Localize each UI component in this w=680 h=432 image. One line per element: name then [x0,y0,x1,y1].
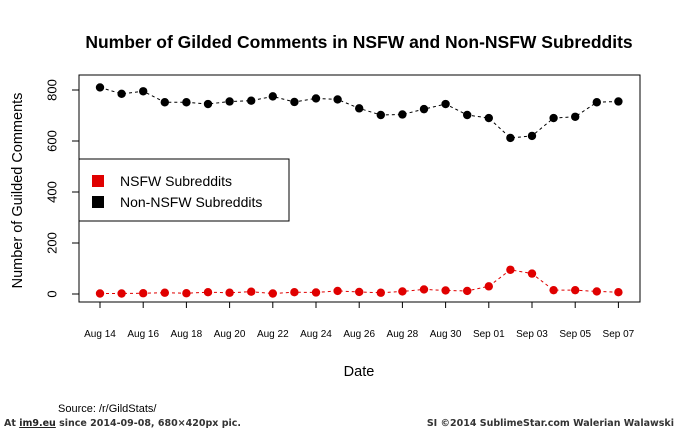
x-tick-label: Aug 22 [257,329,289,340]
data-point-nsfw [376,288,385,297]
legend-label: Non-NSFW Subreddits [120,194,262,210]
footer-suffix: since 2014-09-08, 680×420px pic. [55,418,241,429]
data-point-nsfw [247,287,256,296]
x-tick-label: Aug 14 [84,329,116,340]
data-point-non-nsfw [203,99,213,109]
data-point-non-nsfw [95,83,105,92]
data-point-non-nsfw [441,99,450,109]
data-point-nsfw [441,286,450,295]
data-point-nsfw [290,288,299,297]
data-point-non-nsfw [182,98,191,107]
y-tick-label: 800 [45,79,60,101]
data-point-nsfw [182,289,191,298]
data-point-nsfw [571,285,580,295]
footer-credit: At im9.eu since 2014-09-08, 680×420px pi… [4,418,241,429]
x-axis-label: Date [344,364,375,380]
data-point-non-nsfw [376,110,385,120]
data-point-non-nsfw [311,94,321,103]
data-point-nsfw [333,286,342,296]
data-point-nsfw [225,288,234,297]
data-point-nsfw [355,287,364,297]
data-point-nsfw [592,287,601,296]
data-point-nsfw [527,269,537,278]
x-tick-label: Aug 16 [127,329,159,340]
x-tick-label: Aug 26 [343,329,375,340]
footer-copyright: SI ©2014 SublimeStar.com Walerian Walaws… [426,418,674,429]
data-point-nsfw [463,286,472,296]
data-point-nsfw [506,265,515,274]
x-tick-label: Sep 01 [473,329,505,340]
data-point-non-nsfw [549,113,558,123]
data-point-non-nsfw [225,97,234,106]
y-tick-label: 0 [45,290,60,297]
data-point-nsfw [614,288,623,297]
data-point-nsfw [398,287,407,296]
im9-link[interactable]: im9.eu [19,418,56,429]
legend: NSFW Subreddits Non-NSFW Subreddits [78,158,290,222]
plot-area: 0 200 400 600 800 Aug 14 Aug 16 Aug 18 Aug 20 Aug… [45,74,641,340]
data-point-non-nsfw [398,110,407,119]
y-axis-label: Number of Guilded Comments [10,93,26,289]
data-point-nsfw [117,289,126,298]
y-tick-label: 200 [45,232,60,254]
data-point-nsfw [160,288,169,297]
data-point-non-nsfw [592,98,601,107]
legend-box [78,158,290,222]
data-point-non-nsfw [139,87,148,96]
data-point-non-nsfw [571,112,580,121]
x-tick-label: Aug 28 [387,329,419,340]
y-tick-label: 400 [45,181,60,203]
x-tick-label: Sep 05 [559,329,591,340]
data-point-non-nsfw [463,110,472,120]
x-tick-label: Aug 24 [300,329,332,340]
series-line-non-nsfw [99,86,619,139]
data-point-nsfw [139,289,148,298]
data-point-non-nsfw [527,131,537,141]
data-point-nsfw [549,285,558,295]
data-point-non-nsfw [333,95,342,104]
x-tick-label: Aug 30 [430,329,462,340]
data-point-non-nsfw [355,104,364,113]
legend-label: NSFW Subreddits [120,173,232,189]
data-point-non-nsfw [419,104,429,114]
data-point-nsfw [311,288,321,297]
data-point-nsfw [419,285,429,294]
data-point-nsfw [95,289,105,298]
legend-swatch [92,196,104,208]
chart-source-note: Source: /r/GildStats/ [58,403,157,415]
x-tick-label: Sep 07 [603,329,635,340]
data-point-nsfw [484,282,493,291]
data-point-non-nsfw [506,133,515,143]
x-tick-label: Sep 03 [516,329,548,340]
chart-title: Number of Gilded Comments in NSFW and No… [85,32,633,52]
footer-prefix: At [4,418,20,429]
data-point-nsfw [268,289,277,298]
y-tick-label: 600 [45,130,60,152]
data-point-non-nsfw [160,98,169,107]
x-tick-label: Aug 18 [171,329,203,340]
legend-swatch [92,175,104,187]
data-point-non-nsfw [117,89,126,99]
data-point-non-nsfw [614,97,623,106]
data-point-non-nsfw [268,92,277,101]
x-tick-label: Aug 20 [214,329,246,340]
data-point-non-nsfw [484,113,493,123]
data-point-non-nsfw [290,97,299,107]
data-point-non-nsfw [247,96,256,105]
data-point-nsfw [203,288,213,297]
